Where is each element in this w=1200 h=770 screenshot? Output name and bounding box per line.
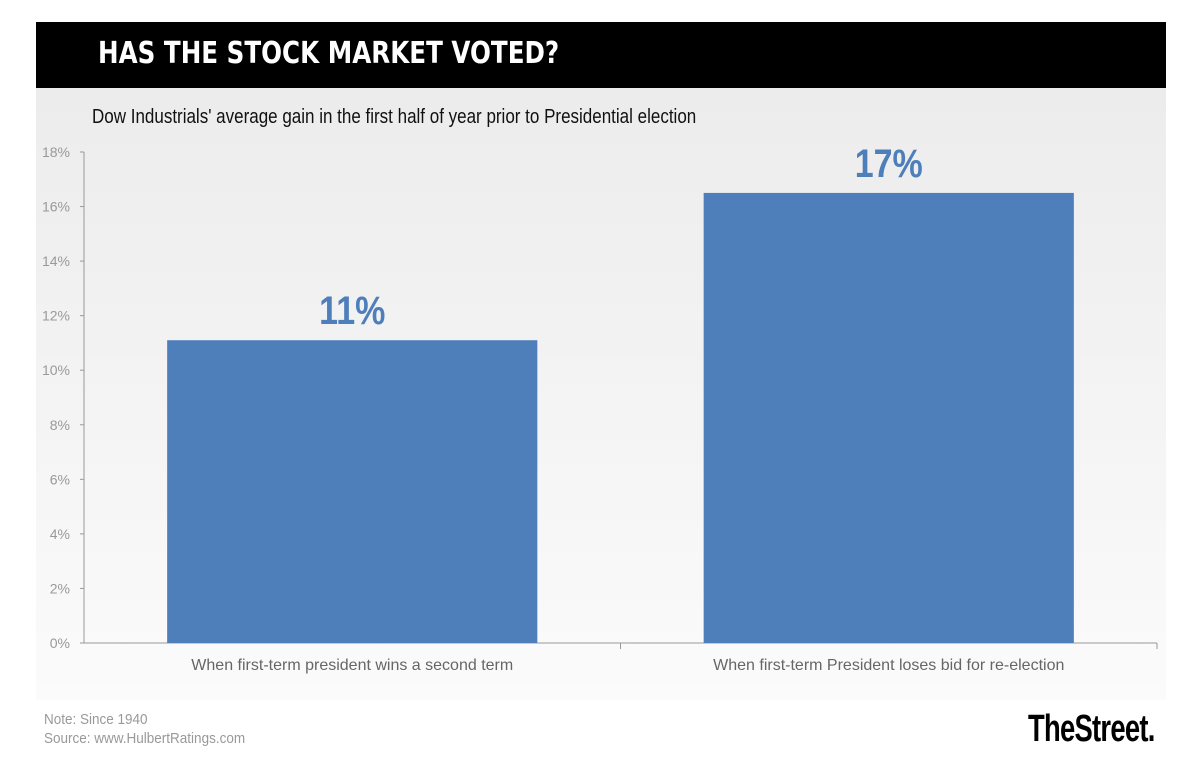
chart-title: HAS THE STOCK MARKET VOTED? bbox=[98, 36, 560, 71]
x-tick-label: When first-term President loses bid for … bbox=[713, 657, 1064, 674]
y-tick-label: 4% bbox=[50, 526, 70, 542]
data-label: 17% bbox=[855, 140, 923, 185]
y-tick-label: 6% bbox=[50, 471, 70, 487]
y-tick-label: 12% bbox=[42, 308, 70, 324]
footer-source: Source: www.HulbertRatings.com bbox=[44, 730, 246, 747]
y-tick-label: 16% bbox=[42, 199, 70, 215]
y-tick-label: 10% bbox=[42, 362, 70, 378]
thestreet-logo: TheStreet. bbox=[1028, 708, 1155, 750]
y-tick-label: 18% bbox=[42, 144, 70, 160]
title-banner: HAS THE STOCK MARKET VOTED? bbox=[36, 22, 1166, 88]
y-tick-label: 0% bbox=[50, 635, 70, 651]
bar bbox=[703, 192, 1074, 643]
y-tick-label: 14% bbox=[42, 253, 70, 269]
y-tick-label: 8% bbox=[50, 417, 70, 433]
x-tick-label: When first-term president wins a second … bbox=[191, 657, 513, 674]
chart-subtitle: Dow Industrials' average gain in the fir… bbox=[92, 106, 697, 128]
footer-note: Note: Since 1940 bbox=[44, 711, 148, 728]
y-tick-label: 2% bbox=[50, 580, 70, 596]
data-label: 11% bbox=[319, 288, 385, 333]
bar bbox=[167, 340, 538, 643]
